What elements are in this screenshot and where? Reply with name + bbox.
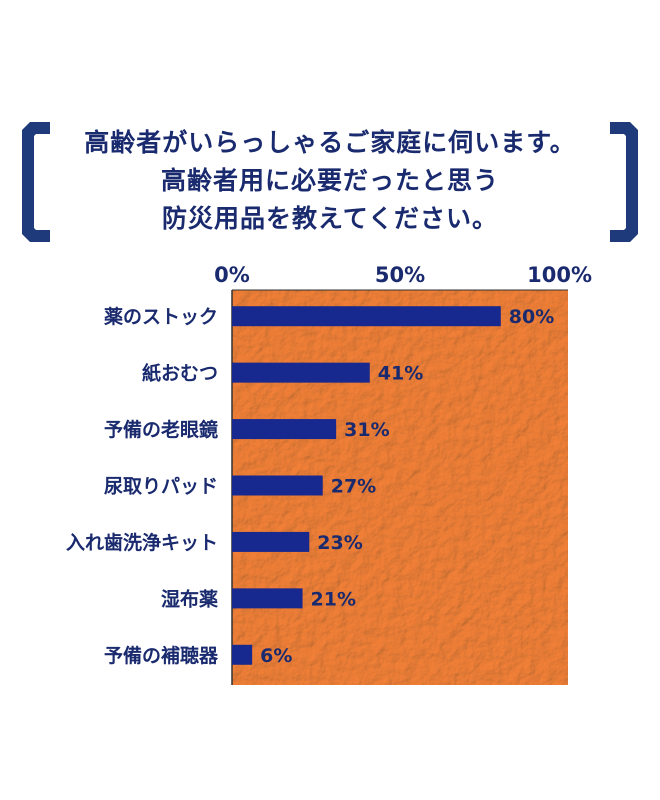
title-line-3: 防災用品を教えてください。 <box>161 204 498 233</box>
bar <box>232 644 253 665</box>
value-label: 41% <box>378 363 423 385</box>
x-tick-label: 100% <box>527 263 592 287</box>
bar <box>232 419 337 440</box>
category-label: 入れ歯洗浄キット <box>66 531 218 554</box>
bar <box>232 306 501 327</box>
value-label: 31% <box>344 419 389 441</box>
right-bracket-decoration <box>610 122 638 242</box>
value-label: 23% <box>317 532 362 554</box>
chart-title: 高齢者がいらっしゃるご家庭に伺います。 高齢者用に必要だったと思う 防災用品を教… <box>68 124 592 238</box>
title-line-2: 高齢者用に必要だったと思う <box>160 166 499 195</box>
bar <box>232 531 310 552</box>
x-tick-label: 50% <box>375 263 425 287</box>
category-label: 薬のストック <box>103 305 218 328</box>
category-label: 予備の補聴器 <box>104 644 219 667</box>
bar <box>232 362 370 383</box>
value-label: 21% <box>311 588 356 610</box>
value-label: 27% <box>331 476 376 498</box>
bar <box>232 475 323 496</box>
category-label: 尿取りパッド <box>104 476 218 498</box>
category-label: 湿布薬 <box>161 587 218 610</box>
title-line-1: 高齢者がいらっしゃるご家庭に伺います。 <box>84 128 576 157</box>
bar <box>232 588 303 609</box>
category-label: 予備の老眼鏡 <box>104 418 218 441</box>
value-label: 80% <box>509 306 554 328</box>
category-label: 紙おむつ <box>142 362 218 385</box>
value-label: 6% <box>260 645 292 667</box>
x-tick-label: 0% <box>214 263 250 287</box>
title-box: 高齢者がいらっしゃるご家庭に伺います。 高齢者用に必要だったと思う 防災用品を教… <box>18 118 642 246</box>
left-bracket-decoration <box>22 122 50 242</box>
